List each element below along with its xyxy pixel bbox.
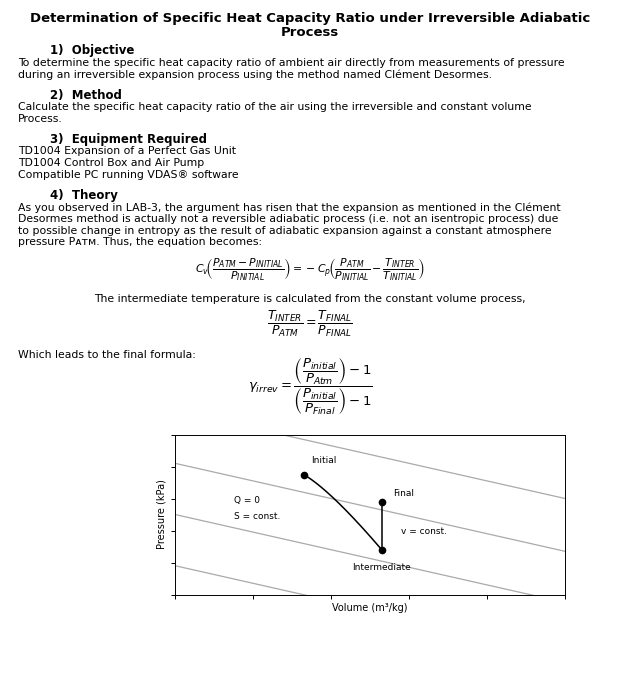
Text: Process: Process [281, 26, 339, 39]
Text: Final: Final [394, 489, 414, 498]
Text: Which leads to the final formula:: Which leads to the final formula: [18, 351, 196, 360]
Text: The intermediate temperature is calculated from the constant volume process,: The intermediate temperature is calculat… [94, 295, 526, 304]
Text: $C_v\!\left(\dfrac{P_{ATM}-P_{INITIAL}}{P_{INITIAL}}\right) = -C_p\!\left(\dfrac: $C_v\!\left(\dfrac{P_{ATM}-P_{INITIAL}}{… [195, 256, 425, 284]
X-axis label: Volume (m³/kg): Volume (m³/kg) [332, 603, 408, 612]
Text: Determination of Specific Heat Capacity Ratio under Irreversible Adiabatic: Determination of Specific Heat Capacity … [30, 12, 590, 25]
Text: Q = 0: Q = 0 [234, 496, 260, 505]
Text: TD1004 Expansion of a Perfect Gas Unit: TD1004 Expansion of a Perfect Gas Unit [18, 146, 236, 157]
Text: Initial: Initial [311, 456, 337, 465]
Text: Calculate the specific heat capacity ratio of the air using the irreversible and: Calculate the specific heat capacity rat… [18, 102, 531, 112]
Text: 4)  Theory: 4) Theory [50, 189, 118, 202]
Text: 3)  Equipment Required: 3) Equipment Required [50, 133, 207, 146]
Text: TD1004 Control Box and Air Pump: TD1004 Control Box and Air Pump [18, 158, 204, 168]
Text: As you observed in LAB-3, the argument has risen that the expansion as mentioned: As you observed in LAB-3, the argument h… [18, 202, 560, 213]
Text: $\dfrac{T_{INTER}}{P_{ATM}} = \dfrac{T_{FINAL}}{P_{FINAL}}$: $\dfrac{T_{INTER}}{P_{ATM}} = \dfrac{T_{… [267, 309, 353, 339]
Text: Process.: Process. [18, 113, 63, 123]
Text: 2)  Method: 2) Method [50, 88, 122, 102]
Text: To determine the specific heat capacity ratio of ambient air directly from measu: To determine the specific heat capacity … [18, 57, 565, 67]
Y-axis label: Pressure (kPa): Pressure (kPa) [157, 480, 167, 550]
Text: Intermediate: Intermediate [352, 563, 411, 571]
Text: 1)  Objective: 1) Objective [50, 44, 135, 57]
Text: Desormes method is actually not a reversible adiabatic process (i.e. not an isen: Desormes method is actually not a revers… [18, 214, 559, 224]
Text: S = const.: S = const. [234, 512, 280, 522]
Text: during an irreversible expansion process using the method named Clément Desormes: during an irreversible expansion process… [18, 69, 492, 80]
Text: v = const.: v = const. [401, 526, 447, 536]
Text: to possible change in entropy as the result of adiabatic expansion against a con: to possible change in entropy as the res… [18, 225, 552, 235]
Text: $\gamma_{irrev} = \dfrac{\left(\dfrac{P_{initial}}{P_{Atm}}\right) - 1}{\left(\d: $\gamma_{irrev} = \dfrac{\left(\dfrac{P_… [247, 356, 373, 417]
Text: pressure Pᴀᴛᴍ. Thus, the equation becomes:: pressure Pᴀᴛᴍ. Thus, the equation become… [18, 237, 262, 247]
Text: Compatible PC running VDAS® software: Compatible PC running VDAS® software [18, 169, 239, 179]
